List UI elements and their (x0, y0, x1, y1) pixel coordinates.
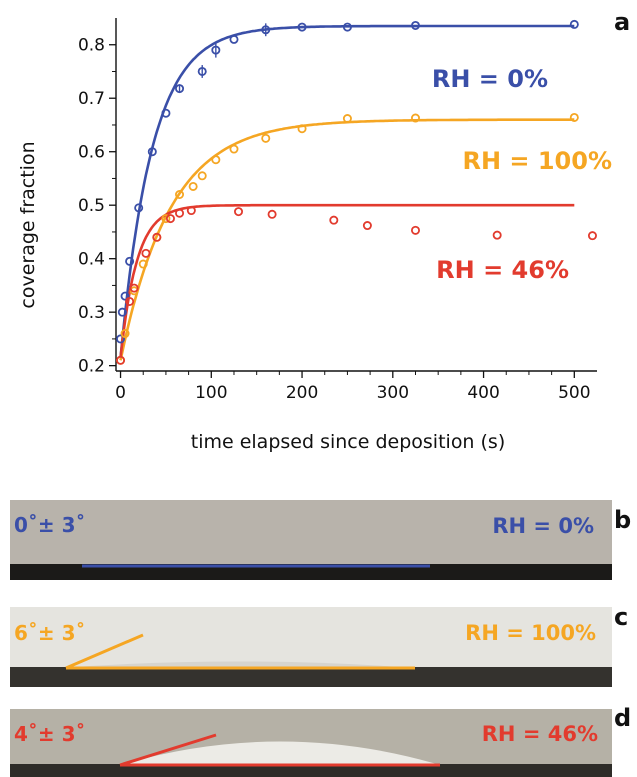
data-point-series-1 (569, 112, 579, 122)
y-tick-label: 0.6 (78, 143, 105, 163)
data-point-series-1 (229, 144, 239, 154)
y-tick-label: 0.8 (78, 36, 105, 56)
x-tick-label: 100 (195, 383, 227, 403)
photo-d-rh: RH = 46% (482, 722, 598, 746)
data-point-series-2 (234, 207, 244, 217)
data-point-series-2 (267, 209, 277, 219)
data-point-series-0 (297, 22, 307, 32)
y-tick-label: 0.7 (78, 89, 105, 109)
photo-b-substrate (10, 564, 612, 580)
fit-curve-series-0 (119, 24, 575, 358)
data-point-series-2 (129, 283, 139, 293)
photo-d-substrate (10, 764, 612, 777)
photo-b-rh: RH = 0% (492, 514, 594, 538)
data-point-series-0 (117, 307, 127, 317)
data-point-series-1 (120, 329, 130, 339)
x-tick-label: 500 (558, 383, 590, 403)
data-point-series-2 (186, 206, 196, 216)
data-point-series-0 (161, 108, 171, 118)
x-tick-label: 400 (467, 383, 499, 403)
data-point-series-1 (297, 124, 307, 134)
data-point-series-2 (492, 230, 502, 240)
data-point-series-0 (116, 334, 126, 344)
data-point-series-0 (229, 34, 239, 44)
data-point-series-0 (197, 66, 207, 76)
photo-c-tangent (65, 633, 144, 670)
data-point-series-0 (342, 22, 352, 32)
photo-panel-b: 0˚± 3˚ RH = 0% (10, 500, 612, 580)
data-point-series-1 (188, 181, 198, 191)
data-point-series-1 (342, 114, 352, 124)
photo-b-angle: 0˚± 3˚ (14, 513, 86, 537)
photo-c-substrate (10, 667, 612, 687)
data-point-series-1 (138, 259, 148, 269)
y-axis-label: coverage fraction (17, 141, 39, 308)
y-tick-label: 0.4 (78, 250, 105, 270)
data-point-series-2 (175, 208, 185, 218)
data-point-series-2 (141, 248, 151, 258)
y-tick-label: 0.3 (78, 303, 105, 323)
data-point-series-1 (410, 113, 420, 123)
photo-d-angle: 4˚± 3˚ (14, 722, 86, 746)
data-point-series-2 (165, 214, 175, 224)
data-point-series-2 (125, 296, 135, 306)
panel-label-c: c (614, 603, 628, 631)
data-point-series-0 (261, 25, 271, 35)
series-label-1: RH = 100% (462, 147, 612, 175)
coverage-chart: 0 100 200 300 400 500 0.2 0.3 0.4 0.5 0.6 0.7 0.8 RH … (78, 18, 612, 403)
photo-panel-c: 6˚± 3˚ RH = 100% (10, 607, 612, 687)
panel-label-a: a (614, 8, 630, 36)
data-point-series-2 (329, 215, 339, 225)
y-tick-label: 0.5 (78, 196, 105, 216)
data-point-series-0 (569, 19, 579, 29)
data-point-series-2 (152, 232, 162, 242)
photo-d-tangent (119, 733, 217, 767)
photo-c-rh: RH = 100% (465, 621, 596, 645)
data-point-series-2 (587, 231, 597, 241)
fit-curve-series-2 (119, 203, 575, 358)
data-point-series-1 (197, 171, 207, 181)
series-label-2: RH = 46% (436, 256, 569, 284)
x-tick-label: 300 (377, 383, 409, 403)
data-point-series-2 (362, 221, 372, 231)
data-point-series-2 (410, 225, 420, 235)
data-point-series-0 (410, 20, 420, 30)
x-tick-label: 0 (115, 383, 126, 403)
photo-c-angle: 6˚± 3˚ (14, 621, 86, 645)
data-point-series-2 (116, 355, 126, 365)
data-point-series-0 (147, 147, 157, 157)
data-point-series-1 (161, 214, 171, 224)
data-point-series-1 (261, 133, 271, 143)
data-point-series-0 (175, 84, 185, 94)
photo-panel-d: 4˚± 3˚ RH = 46% (10, 709, 612, 777)
x-axis-label: time elapsed since deposition (s) (191, 431, 506, 453)
panel-label-b: b (614, 506, 631, 534)
data-point-series-1 (175, 189, 185, 199)
data-point-series-1 (211, 155, 221, 165)
x-tick-label: 200 (286, 383, 318, 403)
y-tick-label: 0.2 (78, 357, 105, 377)
data-point-series-0 (211, 45, 221, 55)
panel-label-d: d (614, 704, 631, 732)
series-label-0: RH = 0% (432, 65, 548, 93)
data-point-series-0 (125, 256, 135, 266)
data-point-series-0 (120, 291, 130, 301)
data-point-series-0 (134, 203, 144, 213)
photo-d-droplet (120, 741, 440, 765)
